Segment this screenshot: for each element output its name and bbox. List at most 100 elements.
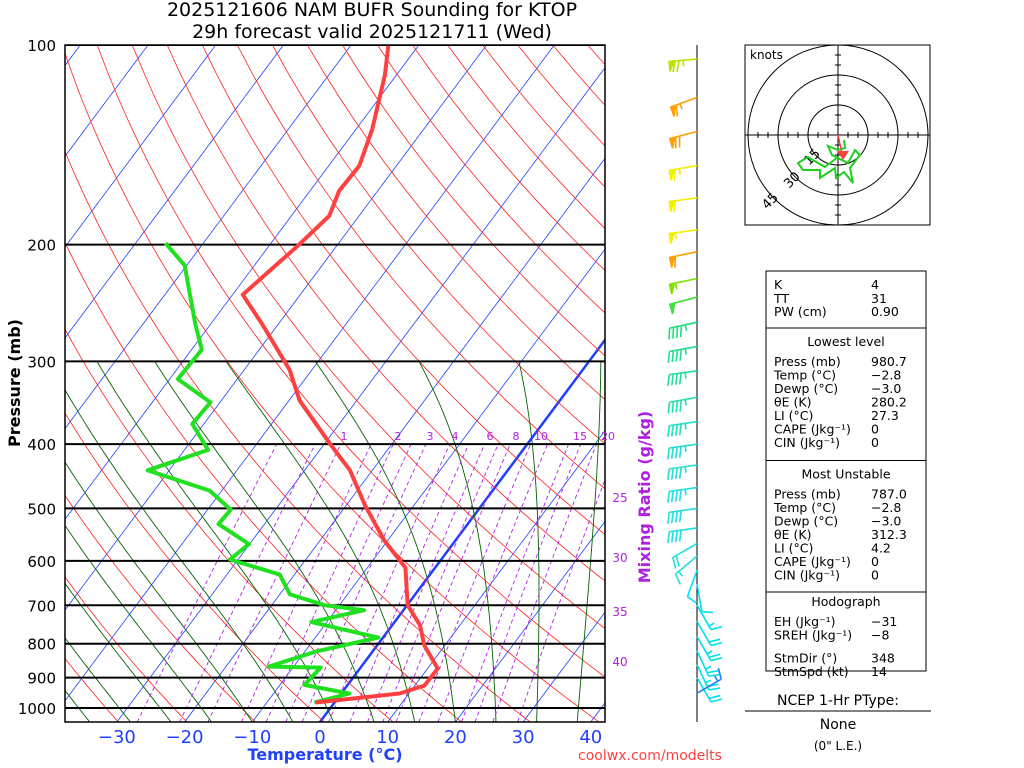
dry-adiabat-line	[307, 45, 605, 401]
barb-half-feather	[705, 665, 712, 670]
background-lines	[65, 45, 605, 722]
temperature-tick-label: 30	[512, 727, 535, 748]
pressure-tick-label: 600	[27, 553, 56, 571]
stat-value: 27.3	[871, 408, 899, 423]
barb-half-feather	[682, 60, 685, 67]
pressure-tick-label: 700	[27, 597, 56, 615]
barb-feather	[708, 638, 721, 643]
stat-value: −3.0	[871, 514, 901, 529]
stat-label: Temp (°C)	[773, 368, 836, 383]
wind-barb	[669, 96, 698, 117]
barb-flag	[668, 282, 676, 295]
stats-section-title: Hodograph	[811, 594, 880, 609]
barb-shaft	[686, 570, 698, 597]
barb-shaft	[696, 620, 712, 646]
barb-half-feather	[684, 445, 687, 452]
wind-barb	[668, 196, 698, 213]
barb-flag	[668, 60, 676, 72]
barb-feather	[678, 423, 682, 436]
barb-feather	[667, 425, 671, 438]
stat-label: Temp (°C)	[773, 500, 836, 515]
moist-adiabat-line	[418, 361, 497, 722]
barb-feather	[671, 490, 675, 503]
barb-feather	[672, 60, 676, 73]
stat-label: StmDir (°)	[774, 651, 837, 666]
wind-barb	[667, 420, 698, 438]
pressure-tick-label: 400	[27, 436, 56, 454]
dry-adiabat-line	[131, 45, 605, 630]
barb-half-feather	[705, 679, 712, 684]
barb-feather	[675, 400, 679, 413]
barb-shaft	[669, 321, 698, 329]
barb-half-feather	[678, 168, 682, 175]
temperature-tick-label: −10	[233, 727, 271, 748]
pressure-tick-label: 100	[27, 37, 56, 55]
barb-feather	[710, 657, 723, 662]
barb-feather	[679, 349, 683, 361]
ptype-value: None	[820, 717, 857, 733]
isotherm-side-label: 40	[612, 655, 627, 669]
stat-label: CIN (Jkg⁻¹)	[774, 435, 840, 450]
ptype-title: NCEP 1-Hr PType:	[777, 693, 899, 709]
mixing-ratio-tick-label: 15	[573, 430, 587, 443]
barb-shaft	[669, 486, 698, 493]
wind-barb	[686, 570, 698, 604]
stat-label: θE (K)	[774, 527, 811, 542]
barb-flag	[668, 200, 676, 212]
mixing-ratio-line	[382, 444, 499, 722]
stat-value: 0	[871, 435, 879, 450]
barb-feather	[678, 467, 682, 479]
mixing-ratio-tick-label: 6	[487, 430, 494, 443]
barb-feather	[701, 610, 714, 614]
moist-adiabat-line	[65, 637, 131, 722]
barb-feather	[678, 510, 682, 523]
pressure-tick-label: 800	[27, 636, 56, 654]
mixing-ratio-tick-label: 20	[601, 430, 615, 443]
barb-shaft	[669, 464, 698, 470]
isotherm-side-label: 25	[612, 491, 627, 505]
barb-feather	[668, 328, 671, 340]
stat-label: PW (cm)	[774, 304, 827, 319]
isotherm-line	[318, 337, 605, 722]
stats-section-title: Lowest level	[807, 334, 884, 349]
barb-feather	[710, 625, 723, 631]
barb-feather	[708, 694, 721, 700]
barb-feather	[674, 511, 678, 523]
mixing-ratio-line	[418, 444, 531, 722]
barb-shaft	[669, 527, 698, 533]
dry-adiabat-line	[65, 576, 188, 722]
temperature-tick-label: 20	[444, 727, 467, 748]
barb-feather	[710, 698, 723, 703]
barb-flag	[668, 232, 676, 244]
dry-adiabat-line	[201, 45, 605, 536]
barb-shaft	[696, 650, 710, 677]
isotherm-line	[65, 45, 284, 339]
dry-adiabat-line	[96, 45, 605, 678]
mixing-ratio-line	[395, 444, 511, 722]
moist-adiabat-line	[314, 361, 456, 722]
stat-label: LI (°C)	[774, 408, 813, 423]
barb-half-feather	[684, 324, 688, 331]
barb-feather	[710, 641, 723, 647]
barb-feather	[674, 573, 682, 585]
barb-feather	[678, 446, 682, 458]
barb-feather	[671, 447, 675, 459]
barb-feather	[674, 530, 678, 543]
dry-adiabat-line	[65, 657, 119, 722]
barb-half-feather	[708, 622, 715, 627]
barb-feather	[671, 350, 675, 363]
mixing-ratio-line	[207, 444, 342, 722]
title-line2: 29h forecast valid 2025121711 (Wed)	[192, 21, 552, 43]
dry-adiabat-line	[65, 150, 531, 722]
barb-feather	[717, 668, 723, 680]
pressure-tick-label: 300	[27, 353, 56, 371]
barb-half-feather	[678, 570, 684, 577]
barb-half-feather	[684, 348, 688, 355]
moist-adiabat-line	[65, 388, 294, 722]
stat-value: −8	[871, 628, 889, 643]
barb-feather	[671, 424, 675, 437]
temperature-line	[240, 45, 440, 705]
stat-label: θE (K)	[774, 395, 811, 410]
isotherm-line	[184, 157, 605, 722]
